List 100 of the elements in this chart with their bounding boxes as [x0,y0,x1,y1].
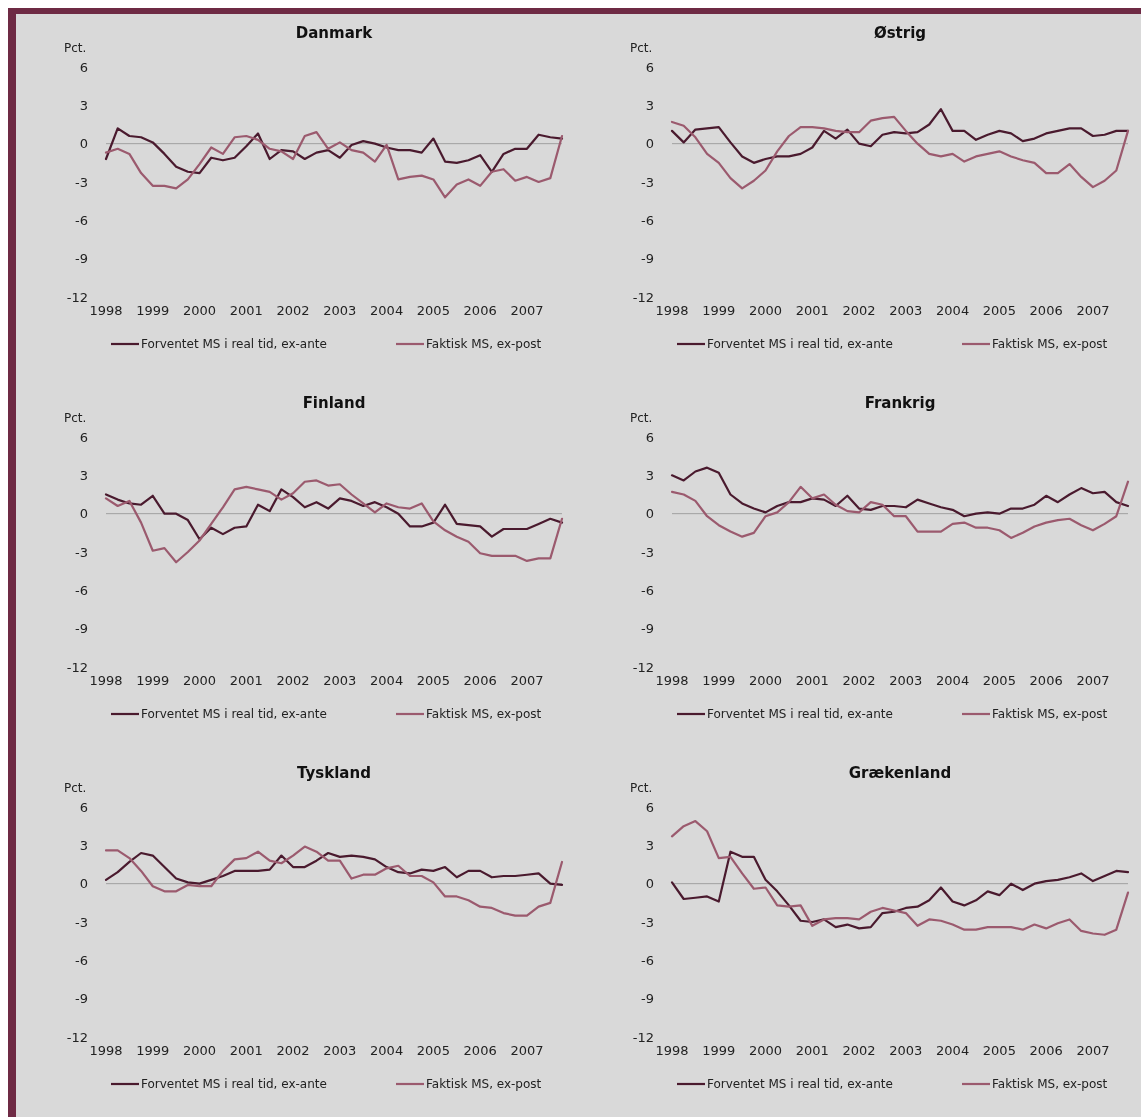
x-tick-label: 2005 [416,1043,450,1058]
chart-title: Finland [302,394,366,412]
x-tick-label: 2004 [370,673,404,688]
x-tick-label: 2006 [1029,673,1063,688]
line-series [670,819,1130,936]
line-series [104,851,564,887]
y-tick-label: 3 [645,467,654,483]
x-tick-label: 2001 [795,673,829,688]
y-tick-label: -6 [641,212,654,228]
y-tick-label: -3 [75,174,88,190]
x-tick-label: 2007 [510,673,544,688]
legend-label: Forventet MS i real tid, ex-ante [707,707,893,722]
x-tick-label: 2005 [982,1043,1016,1058]
chart-title: Grækenland [848,764,952,782]
y-tick-label: 6 [79,429,88,445]
y-tick-label: 3 [645,97,654,113]
y-tick-label: 6 [79,59,88,75]
x-tick-label: 2003 [889,1043,923,1058]
x-tick-label: 1999 [702,673,736,688]
legend-label: Forventet MS i real tid, ex-ante [707,337,893,352]
y-tick-label: -3 [641,544,654,560]
x-tick-label: 2005 [416,303,450,318]
y-tick-label: -12 [66,289,88,305]
line-series [104,127,564,175]
y-tick-label: -9 [75,991,88,1007]
chart-title: Østrig [873,24,927,42]
chart-title: Tyskland [297,764,371,782]
y-axis-title: Pct. [64,411,87,425]
y-axis-title: Pct. [630,411,653,425]
y-tick-label: 3 [79,97,88,113]
x-tick-label: 1998 [89,1043,123,1058]
line-series [670,108,1130,164]
x-tick-label: 2004 [936,1043,970,1058]
y-tick-label: -6 [75,212,88,228]
x-tick-label: 2003 [323,1043,357,1058]
line-series [104,488,564,541]
x-tick-label: 2000 [748,673,783,688]
y-tick-label: -9 [641,621,654,637]
y-tick-label: -12 [632,659,654,675]
x-tick-label: 2002 [842,673,876,688]
x-tick-label: 2007 [1076,673,1110,688]
y-tick-label: -12 [632,1029,654,1045]
y-tick-label: 3 [79,837,88,853]
x-tick-label: 2007 [1076,303,1110,318]
y-tick-label: -3 [641,174,654,190]
x-tick-label: 2007 [1076,1043,1110,1058]
y-tick-label: -12 [66,1029,88,1045]
x-tick-label: 2002 [842,303,876,318]
legend-label: Faktisk MS, ex-post [426,1077,542,1092]
x-tick-label: 2003 [323,673,357,688]
x-tick-label: 1999 [136,303,170,318]
y-tick-label: 6 [645,429,654,445]
x-tick-label: 2001 [795,1043,829,1058]
x-tick-label: 2005 [982,673,1016,688]
x-tick-label: 1998 [89,303,123,318]
x-tick-label: 2004 [936,303,970,318]
y-tick-label: 3 [645,837,654,853]
x-tick-label: 1998 [89,673,123,688]
legend-label: Faktisk MS, ex-post [426,337,542,352]
line-series [670,480,1130,540]
x-tick-label: 2002 [276,673,310,688]
x-tick-label: 2000 [748,1043,783,1058]
x-tick-label: 1999 [702,303,736,318]
x-tick-label: 2006 [463,1043,497,1058]
y-tick-label: -3 [75,544,88,560]
x-tick-label: 1999 [136,673,170,688]
x-tick-label: 2003 [323,303,357,318]
x-tick-label: 2004 [936,673,970,688]
y-tick-label: 0 [79,876,88,892]
y-axis-title: Pct. [630,41,653,55]
x-tick-label: 2000 [748,303,783,318]
legend-label: Forventet MS i real tid, ex-ante [141,1077,327,1092]
x-tick-label: 2001 [229,1043,263,1058]
line-series [104,479,564,564]
y-tick-label: 0 [645,136,654,152]
x-tick-label: 2007 [510,303,544,318]
x-tick-label: 2002 [842,1043,876,1058]
y-tick-label: 0 [645,876,654,892]
x-tick-label: 2004 [370,303,404,318]
x-tick-label: 1999 [136,1043,170,1058]
line-series [670,466,1130,518]
x-tick-label: 2000 [182,673,217,688]
y-tick-label: -6 [75,582,88,598]
y-tick-label: 0 [79,506,88,522]
y-tick-label: -6 [641,582,654,598]
legend-label: Faktisk MS, ex-post [992,1077,1108,1092]
y-tick-label: -9 [641,991,654,1007]
chart-title: Danmark [295,24,374,42]
x-tick-label: 2006 [1029,303,1063,318]
chart-title: Frankrig [864,394,936,412]
x-tick-label: 2007 [510,1043,544,1058]
y-tick-label: -12 [66,659,88,675]
x-tick-label: 2001 [229,303,263,318]
legend-label: Faktisk MS, ex-post [426,707,542,722]
y-tick-label: 6 [645,799,654,815]
x-tick-label: 2002 [276,303,310,318]
y-axis-title: Pct. [64,41,87,55]
legend-label: Forventet MS i real tid, ex-ante [141,707,327,722]
x-tick-label: 2000 [182,1043,217,1058]
x-tick-label: 1998 [655,673,689,688]
